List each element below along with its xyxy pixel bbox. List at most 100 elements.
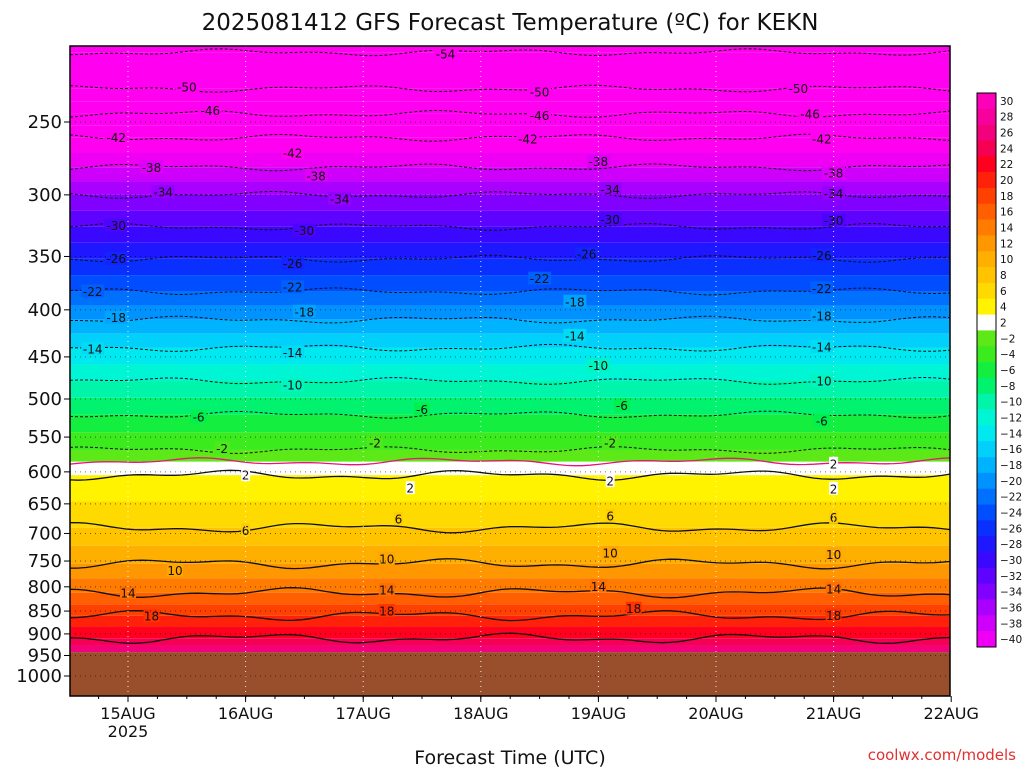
contour-line <box>69 558 951 570</box>
contour-label-bg <box>151 185 175 199</box>
contour-label: -18 <box>565 295 585 309</box>
contour-line <box>69 287 951 296</box>
contour-label-bg <box>292 223 316 237</box>
contour-label: -14 <box>565 329 585 343</box>
temperature-band <box>70 501 950 528</box>
colorbar-label: 20 <box>1000 175 1013 187</box>
contour-label: -30 <box>106 219 126 233</box>
contour-label-bg <box>104 310 128 324</box>
contour-label-bg <box>304 168 328 182</box>
contour-label-bg <box>167 563 184 577</box>
contour-label-bg <box>586 358 610 372</box>
temperature-band <box>70 194 950 211</box>
contour-label: -10 <box>812 375 832 389</box>
contour-label: -34 <box>153 186 173 200</box>
contour-line <box>69 410 951 419</box>
contour-label: 10 <box>379 552 394 566</box>
colorbar: 30 28 26 24 22 20 18 16 14 12 10 8 6 4 2 −2 −4 −6 −8 −10 −12… <box>976 92 1022 648</box>
contour-label: -38 <box>589 155 609 169</box>
y-tick-label: 750 <box>28 551 62 572</box>
contour-label: -42 <box>283 146 303 160</box>
temperature-band <box>70 125 950 138</box>
temperature-band <box>70 604 950 616</box>
contour-label-bg <box>810 374 834 388</box>
contour-line <box>69 84 951 93</box>
temperature-band <box>70 101 950 114</box>
x-tick-sublabel: 2025 <box>108 722 149 741</box>
colorbar-swatch <box>977 488 996 505</box>
colorbar-label: −26 <box>1000 523 1022 535</box>
axes: 2503003504004505005506006507007508008509… <box>16 45 979 741</box>
colorbar-swatch <box>977 362 996 379</box>
colorbar-label: −30 <box>1000 555 1022 567</box>
temperature-band <box>70 592 950 605</box>
y-tick-label: 550 <box>28 427 62 448</box>
y-tick-label: 400 <box>28 300 62 321</box>
colorbar-swatch <box>977 140 996 157</box>
contour-label: -54 <box>436 48 456 62</box>
ground-area <box>70 652 950 696</box>
temperature-band <box>70 305 950 320</box>
colorbar-label: −34 <box>1000 587 1022 599</box>
colorbar-swatch <box>977 472 996 490</box>
contour-label-bg <box>825 608 842 622</box>
colorbar-label: −2 <box>1000 333 1015 345</box>
colorbar-swatch <box>977 93 996 110</box>
colorbar-label: 28 <box>1000 112 1013 124</box>
contour-label-bg <box>214 441 231 455</box>
contour-label-bg <box>120 585 136 599</box>
x-tick-label: 22AUG <box>923 704 978 723</box>
colorbar-label: −12 <box>1000 412 1022 424</box>
colorbar-swatch <box>977 599 996 616</box>
contour-label-bg <box>528 271 552 285</box>
contour-label: -42 <box>106 131 126 145</box>
contour-line <box>69 48 951 57</box>
credit-text: coolwx.com/models <box>868 746 1016 764</box>
contour-label: -22 <box>283 281 303 295</box>
contour-label-bg <box>241 468 251 482</box>
colorbar-swatch <box>977 615 996 632</box>
colorbar-label: 22 <box>1000 159 1013 171</box>
contour-label: -42 <box>518 133 538 147</box>
colorbar-label: −24 <box>1000 507 1022 519</box>
contour-line <box>69 222 951 231</box>
contour-label-bg <box>198 103 222 117</box>
contour-label: -18 <box>106 311 126 325</box>
contour-label-bg <box>825 547 842 561</box>
colorbar-label: 24 <box>1000 143 1014 155</box>
contour-label-bg <box>281 280 305 294</box>
contour-label: -22 <box>83 285 103 299</box>
colorbar-label: −16 <box>1000 444 1022 456</box>
contour-label-bg <box>405 481 415 495</box>
temperature-band <box>70 527 950 546</box>
colorbar-swatch <box>977 219 996 236</box>
contour-label-bg <box>104 130 128 144</box>
y-tick-label: 1000 <box>16 666 62 687</box>
temperature-band <box>70 645 950 653</box>
temperature-band <box>70 545 950 564</box>
temperature-band <box>70 181 950 195</box>
colorbar-swatch <box>977 156 996 173</box>
contour-label: -2 <box>369 436 381 450</box>
y-tick-label: 650 <box>28 494 62 515</box>
temperature-band <box>70 291 950 306</box>
colorbar-swatch <box>977 124 996 141</box>
colorbar-swatch <box>977 330 996 347</box>
contour-label-bg <box>378 604 395 618</box>
colorbar-label: 2 <box>1000 318 1007 330</box>
contour-label: -34 <box>600 183 620 197</box>
colorbar-label: 30 <box>1000 96 1013 108</box>
contour-label-bg <box>786 81 810 95</box>
temperature-band <box>70 113 950 126</box>
contour-label-bg <box>366 435 383 449</box>
contour-label: 6 <box>606 509 614 523</box>
contour-label: -26 <box>283 257 303 271</box>
contour-line <box>70 315 951 324</box>
contour-label: 2 <box>406 482 414 496</box>
contour-line <box>69 587 951 599</box>
contour-label-bg <box>104 218 128 232</box>
contour-label-bg <box>605 508 615 522</box>
colorbar-swatch <box>977 108 996 125</box>
contour-label-bg <box>810 281 834 295</box>
